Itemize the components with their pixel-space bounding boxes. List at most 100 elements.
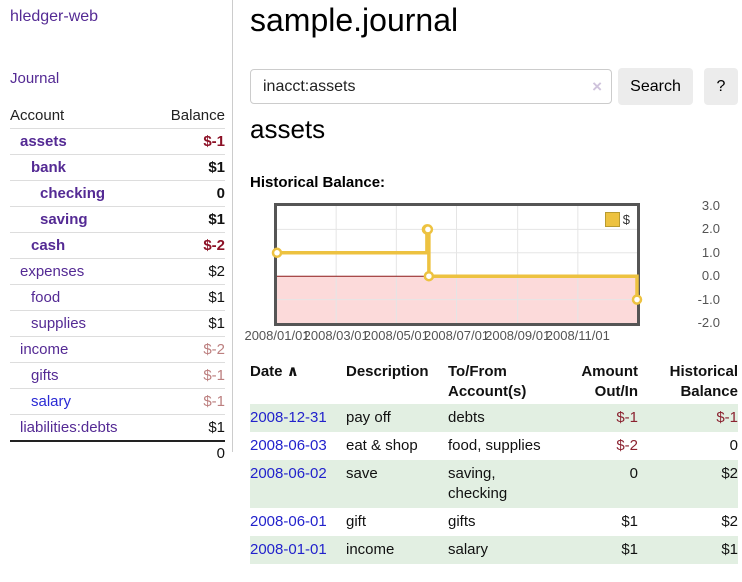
account-heading: assets xyxy=(250,114,326,144)
historical-balance-chart: 3.0 2.0 1.0 0.0 -1.0 -2.0 $ 2008/01/01 2008/03… xyxy=(240,198,720,348)
accounts-header-account: Account xyxy=(10,107,65,124)
search-input[interactable] xyxy=(250,69,612,104)
sort-ascending-icon: ∧ xyxy=(286,363,299,380)
transaction-accounts: food, supplies xyxy=(448,437,541,454)
register-header-balance: Historical Balance xyxy=(646,360,738,404)
legend-label: $ xyxy=(622,212,630,227)
search-button[interactable]: Search xyxy=(618,68,693,105)
register-header-balance-line2: Balance xyxy=(680,383,738,400)
account-link[interactable]: gifts xyxy=(31,367,59,384)
transaction-date-link[interactable]: 2008-06-01 xyxy=(250,513,327,530)
account-balance: $1 xyxy=(152,310,225,337)
brand-link[interactable]: hledger-web xyxy=(10,8,99,25)
account-name-cell: salary xyxy=(10,388,153,415)
transaction-description: gift xyxy=(346,513,367,530)
account-row: salary $-1 xyxy=(10,388,225,415)
transaction-date-cell: 2008-01-01 xyxy=(250,536,346,564)
transaction-amount: 0 xyxy=(629,465,638,482)
account-balance: $1 xyxy=(152,284,225,311)
transaction-balance: $2 xyxy=(721,465,738,482)
register-header-balance-line1: Historical xyxy=(669,363,738,380)
x-axis-tick-label: 2008/01/01 xyxy=(244,328,310,343)
x-axis: 2008/01/01 2008/03/01 2008/05/01 2008/07/01… xyxy=(240,328,720,346)
transaction-accounts: debts xyxy=(448,409,485,426)
register-table: Date ∧ Description To/From Account(s) Amo… xyxy=(250,360,738,564)
x-axis-tick-label: 2008/05/01 xyxy=(363,328,429,343)
transaction-balance: $2 xyxy=(721,513,738,530)
account-balance: 0 xyxy=(152,180,225,207)
account-name-cell: expenses xyxy=(10,258,153,285)
account-name-cell: cash xyxy=(10,232,153,259)
account-link[interactable]: food xyxy=(31,289,61,306)
accounts-header-balance: Balance xyxy=(170,107,225,124)
account-link[interactable]: bank xyxy=(31,159,67,176)
transaction-date-link[interactable]: 2008-06-02 xyxy=(250,465,327,482)
transaction-description: income xyxy=(346,541,395,558)
help-button[interactable]: ? xyxy=(704,68,738,105)
transaction-balance: $-1 xyxy=(716,409,738,426)
y-axis-tick-label: -2.0 xyxy=(697,315,720,330)
transaction-date-link[interactable]: 2008-06-03 xyxy=(250,437,327,454)
account-link[interactable]: checking xyxy=(40,185,106,202)
transaction-amount: $-2 xyxy=(616,437,638,454)
account-link[interactable]: assets xyxy=(20,133,67,150)
x-axis-tick-label: 2008/09/01 xyxy=(485,328,551,343)
transaction-date-cell: 2008-06-03 xyxy=(250,432,346,460)
transaction-date-cell: 2008-06-02 xyxy=(250,460,346,508)
account-link[interactable]: saving xyxy=(40,211,88,228)
register-row: 2008-01-01 income salary $1 $1 xyxy=(250,536,738,564)
chart-canvas xyxy=(271,206,643,323)
y-axis-tick-label: -1.0 xyxy=(697,291,720,307)
register-header-date-label: Date xyxy=(250,363,283,380)
register-header-amount-line2: Out/In xyxy=(594,383,638,400)
register-header-accounts: To/From Account(s) xyxy=(448,360,560,404)
account-balance: $-1 xyxy=(152,362,225,389)
account-row: food $1 xyxy=(10,284,225,311)
account-balance: $-1 xyxy=(152,128,225,155)
transaction-balance: 0 xyxy=(729,437,738,454)
accounts-table: Account Balance assets $-1 bank $1 checking 0… xyxy=(10,103,225,465)
account-name-cell: bank xyxy=(10,154,153,181)
y-axis-tick-label: 3.0 xyxy=(701,198,720,213)
register-header-accounts-line2: Account(s) xyxy=(448,383,527,400)
account-link[interactable]: cash xyxy=(31,237,66,254)
account-link[interactable]: salary xyxy=(31,393,72,410)
register-header-row: Date ∧ Description To/From Account(s) Amo… xyxy=(250,360,738,404)
page-title: sample.journal xyxy=(250,2,459,38)
search-form: × Search ? xyxy=(250,68,742,106)
transaction-balance: $1 xyxy=(721,541,738,558)
accounts-total-balance: 0 xyxy=(152,440,225,465)
accounts-total-spacer xyxy=(10,440,153,465)
register-header-date[interactable]: Date ∧ xyxy=(250,360,346,404)
chart-legend: $ xyxy=(602,211,632,228)
clear-search-icon[interactable]: × xyxy=(592,77,602,96)
account-row: gifts $-1 xyxy=(10,362,225,389)
transaction-date-link[interactable]: 2008-12-31 xyxy=(250,409,327,426)
account-balance: $2 xyxy=(152,258,225,285)
transaction-date-cell: 2008-06-01 xyxy=(250,508,346,536)
transaction-date-link[interactable]: 2008-01-01 xyxy=(250,541,327,558)
account-balance: $-2 xyxy=(152,232,225,259)
account-row: expenses $2 xyxy=(10,258,225,285)
account-name-cell: gifts xyxy=(10,362,153,389)
register-row: 2008-06-02 save saving, checking 0 $2 xyxy=(250,460,738,508)
accounts-total-row: 0 xyxy=(10,440,225,465)
register-header-amount-line1: Amount xyxy=(581,363,638,380)
transaction-amount: $1 xyxy=(621,541,638,558)
account-link[interactable]: expenses xyxy=(20,263,85,280)
transaction-date-cell: 2008-12-31 xyxy=(250,404,346,432)
y-axis-tick-label: 1.0 xyxy=(701,244,720,260)
account-balance: $-2 xyxy=(152,336,225,363)
account-link[interactable]: income xyxy=(20,341,69,358)
y-axis-tick-label: 2.0 xyxy=(701,221,720,237)
legend-swatch-icon xyxy=(604,212,620,227)
account-link[interactable]: supplies xyxy=(31,315,87,332)
register-row: 2008-06-03 eat & shop food, supplies $-2 0 xyxy=(250,432,738,460)
account-row: income $-2 xyxy=(10,336,225,363)
account-row: checking 0 xyxy=(10,180,225,207)
transaction-amount: $1 xyxy=(621,513,638,530)
sidebar-divider xyxy=(232,0,233,452)
chart-plot-area: $ xyxy=(271,203,643,326)
sidebar-item-journal[interactable]: Journal xyxy=(10,70,60,87)
account-link[interactable]: liabilities:debts xyxy=(20,419,118,436)
